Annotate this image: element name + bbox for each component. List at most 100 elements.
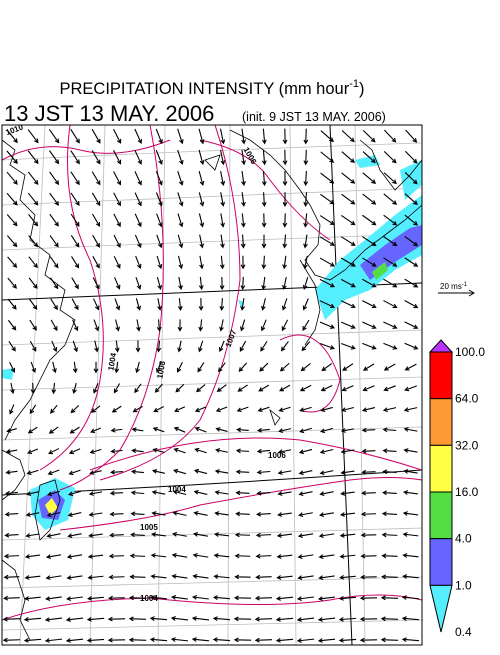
wind-arrow bbox=[341, 406, 354, 413]
wind-arrow bbox=[298, 470, 313, 476]
wind-arrow bbox=[172, 510, 187, 516]
wind-arrow bbox=[239, 319, 246, 332]
colorbar-bottom bbox=[429, 584, 453, 633]
wind-arrow bbox=[303, 149, 309, 166]
wind-arrow bbox=[278, 428, 291, 433]
wind-arrow bbox=[404, 257, 419, 267]
wind-arrow bbox=[198, 149, 205, 166]
colorbar-label: 100.0 bbox=[455, 345, 485, 359]
wind-arrow bbox=[362, 151, 376, 164]
wind-arrow bbox=[88, 533, 103, 538]
wind-arrow bbox=[383, 342, 398, 350]
wind-arrow bbox=[72, 361, 78, 374]
wind-arrow bbox=[360, 511, 377, 517]
wind-arrow bbox=[213, 532, 230, 537]
wind-arrow bbox=[382, 407, 397, 413]
wind-arrow bbox=[362, 129, 376, 143]
wind-arrow bbox=[381, 574, 398, 580]
wind-arrow bbox=[282, 276, 287, 291]
wind-arrow bbox=[172, 489, 187, 496]
wind-arrow bbox=[173, 426, 186, 433]
wind-arrow bbox=[177, 319, 183, 332]
wind-arrow bbox=[152, 426, 165, 433]
wind-arrow bbox=[151, 490, 166, 495]
wind-arrow bbox=[156, 340, 162, 353]
wind-arrow bbox=[215, 448, 228, 453]
wind-arrow bbox=[4, 511, 19, 517]
wind-arrow bbox=[89, 448, 102, 454]
wind-arrow bbox=[235, 448, 250, 454]
wind-arrow bbox=[28, 235, 39, 248]
wind-arrow bbox=[129, 574, 146, 580]
wind-arrow bbox=[193, 489, 208, 495]
wind-arrow bbox=[320, 193, 335, 205]
wind-arrow bbox=[216, 384, 227, 392]
wind-arrow bbox=[297, 554, 314, 560]
wind-arrow bbox=[110, 469, 123, 475]
colorbar-label: 0.4 bbox=[455, 625, 472, 639]
wind-arrow bbox=[29, 340, 37, 352]
wind-arrow bbox=[5, 469, 18, 475]
wind-arrow bbox=[150, 595, 167, 600]
wind-arrow bbox=[91, 128, 101, 144]
wind-arrow bbox=[172, 531, 187, 537]
wind-arrow bbox=[136, 319, 141, 332]
wind-arrow bbox=[171, 595, 188, 600]
scale-arrowhead bbox=[468, 289, 475, 297]
wind-arrow bbox=[6, 171, 18, 185]
wind-arrow bbox=[88, 491, 103, 496]
wind-arrow bbox=[261, 149, 267, 166]
colorbar-label: 1.0 bbox=[455, 578, 472, 592]
scale-label: 20 ms-1 bbox=[440, 282, 468, 291]
wind-arrow bbox=[340, 321, 356, 329]
wind-arrow bbox=[275, 638, 294, 643]
wind-arrow bbox=[240, 255, 246, 270]
colorbar-band bbox=[429, 398, 453, 446]
wind-arrow bbox=[114, 277, 121, 290]
wind-arrow bbox=[319, 470, 334, 476]
wind-arrow bbox=[215, 427, 228, 432]
wind-arrow bbox=[27, 171, 39, 185]
wind-arrow bbox=[261, 170, 267, 187]
wind-arrow bbox=[130, 532, 145, 538]
wind-arrow bbox=[29, 404, 37, 415]
wind-arrow bbox=[319, 343, 335, 350]
wind-arrow bbox=[199, 234, 205, 249]
wind-arrow bbox=[297, 533, 314, 539]
wind-arrow bbox=[361, 490, 376, 496]
wind-arrow bbox=[198, 298, 204, 311]
wind-arrow bbox=[27, 426, 38, 434]
title-end: ) bbox=[359, 80, 365, 98]
wind-arrow bbox=[114, 319, 120, 332]
wind-arrow bbox=[45, 596, 62, 601]
wind-arrow bbox=[6, 150, 18, 165]
wind-arrow bbox=[129, 595, 146, 601]
wind-arrow bbox=[88, 512, 103, 517]
wind-arrow bbox=[91, 213, 101, 227]
wind-arrow bbox=[218, 362, 226, 373]
wind-arrow bbox=[192, 531, 208, 537]
wind-arrow bbox=[320, 406, 333, 413]
title-sup: -1 bbox=[349, 78, 359, 90]
wind-arrow bbox=[319, 215, 335, 226]
colorbar-band bbox=[429, 491, 453, 540]
wind-arrow bbox=[44, 617, 63, 622]
wind-arrow bbox=[70, 129, 80, 144]
wind-arrow bbox=[276, 554, 293, 559]
wind-arrow bbox=[219, 255, 225, 270]
wind-arrow bbox=[156, 213, 163, 228]
colorbar-band bbox=[429, 538, 453, 586]
wind-arrow bbox=[30, 361, 36, 374]
wind-arrow bbox=[153, 406, 164, 413]
wind-arrow bbox=[66, 575, 83, 580]
wind-arrow bbox=[72, 382, 77, 395]
wind-arrow bbox=[5, 448, 18, 454]
wind-arrow bbox=[241, 149, 246, 166]
wind-arrow bbox=[72, 319, 79, 332]
contour-label: 1004 bbox=[106, 352, 118, 372]
wind-arrow bbox=[256, 469, 271, 475]
wind-arrow bbox=[241, 192, 246, 207]
title: PRECIPITATION INTENSITY (mm hour-1) bbox=[60, 78, 365, 98]
wind-arrow bbox=[130, 511, 145, 517]
wind-arrow bbox=[94, 340, 99, 353]
